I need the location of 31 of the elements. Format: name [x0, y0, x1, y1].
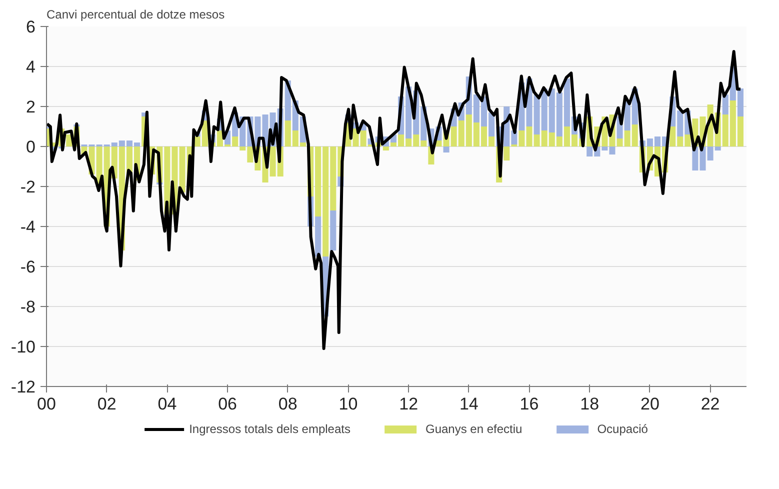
x-tick-label: 12	[399, 394, 418, 414]
bar	[330, 210, 336, 250]
x-tick-label: 14	[459, 394, 478, 414]
x-tick-label: 10	[338, 394, 358, 414]
bar	[382, 146, 389, 150]
y-tick-label: 6	[26, 18, 36, 36]
y-tick-label: -8	[20, 298, 36, 316]
x-tick-label: 04	[158, 394, 177, 414]
x-tick-label: 00	[37, 394, 56, 414]
x-tick-label: 06	[218, 394, 237, 414]
x-tick-label: 18	[580, 394, 600, 414]
legend-label: Ocupació	[597, 422, 648, 436]
y-tick-label: -6	[20, 258, 36, 276]
x-tick-label: 20	[640, 394, 660, 414]
line-series	[46, 50, 742, 350]
x-tick-label: 22	[700, 394, 720, 414]
y-tick-label: -4	[20, 218, 36, 236]
bar	[504, 146, 510, 160]
y-tick-label: -10	[10, 338, 36, 356]
y-tick-label: 2	[26, 98, 36, 116]
y-tick-label: -2	[20, 178, 36, 196]
x-tick-label: 02	[97, 394, 116, 414]
legend-label: Ingressos totals dels empleats	[189, 422, 350, 436]
chart-title: Canvi percentual de dotze mesos	[46, 8, 225, 22]
y-tick-label: 4	[26, 58, 36, 76]
y-tick-label: -12	[10, 378, 36, 396]
bar	[443, 146, 450, 152]
y-tick-label: 0	[26, 138, 36, 156]
legend-label: Guanys en efectiu	[425, 422, 522, 436]
x-tick-label: 08	[278, 394, 298, 414]
x-tick-label: 16	[520, 394, 539, 414]
